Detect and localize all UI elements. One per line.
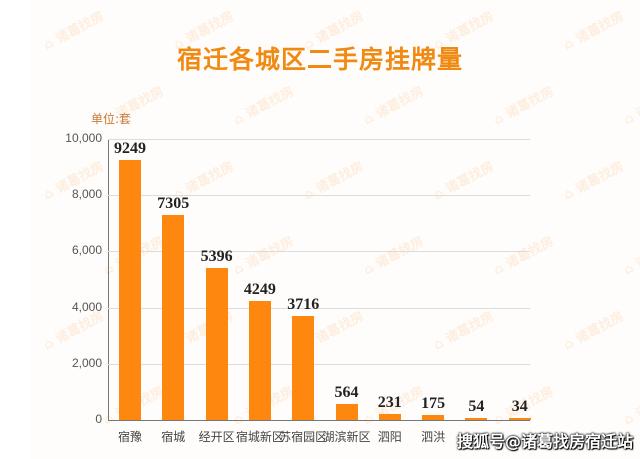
bar-value-label: 5396 bbox=[200, 248, 233, 266]
y-tick-label: 0 bbox=[95, 412, 102, 426]
category-label: 宿城 bbox=[161, 430, 186, 444]
category-label: 经开区 bbox=[198, 430, 235, 444]
bar bbox=[162, 214, 185, 420]
bar bbox=[248, 300, 271, 420]
source-watermark: 搜狐号@诸葛找房宿迁站 bbox=[457, 432, 634, 451]
y-tick-label: 6,000 bbox=[71, 243, 102, 258]
bar bbox=[292, 315, 315, 420]
bar bbox=[508, 418, 531, 420]
grid-line bbox=[108, 307, 530, 309]
grid-line bbox=[108, 195, 530, 197]
category-label: 湖滨新区 bbox=[322, 430, 371, 444]
bar-value-label: 7305 bbox=[157, 194, 190, 212]
category-label: 泗洪 bbox=[421, 430, 446, 444]
bar-value-label: 231 bbox=[377, 393, 402, 411]
bar bbox=[119, 160, 141, 420]
y-tick-label: 8,000 bbox=[71, 187, 102, 202]
grid-line bbox=[108, 251, 530, 253]
y-tick-label: 2,000 bbox=[71, 355, 102, 370]
bar bbox=[422, 415, 445, 420]
category-label: 宿城新区 bbox=[235, 430, 284, 444]
category-label: 宿豫 bbox=[117, 430, 142, 444]
unit-label: 单位:套 bbox=[91, 112, 132, 126]
bar-value-label: 54 bbox=[468, 398, 485, 415]
grid-line bbox=[108, 139, 530, 140]
category-label: 泗阳 bbox=[377, 430, 402, 444]
chart-title: 宿迁各城区二手房挂牌量 bbox=[176, 45, 463, 74]
bar-value-label: 175 bbox=[421, 395, 446, 413]
plot-area: 9249 7305 5396 4249 3716 564 231 175 54 34 bbox=[108, 139, 531, 421]
bar bbox=[205, 268, 228, 420]
bar-value-label: 4249 bbox=[243, 280, 276, 298]
category-label: 苏宿园区 bbox=[279, 430, 328, 444]
bar bbox=[335, 404, 358, 420]
bar-value-label: 564 bbox=[334, 384, 359, 402]
y-axis-line bbox=[108, 139, 109, 421]
y-tick-label: 4,000 bbox=[71, 299, 102, 314]
bar bbox=[465, 418, 488, 420]
grid-line bbox=[108, 363, 530, 365]
bar-value-label: 34 bbox=[511, 398, 528, 415]
bar bbox=[378, 413, 401, 420]
y-tick-label: 10,000 bbox=[65, 131, 102, 145]
bar-value-label: 3716 bbox=[287, 295, 320, 313]
bar-value-label: 9249 bbox=[114, 140, 146, 158]
x-axis-line bbox=[108, 420, 530, 421]
